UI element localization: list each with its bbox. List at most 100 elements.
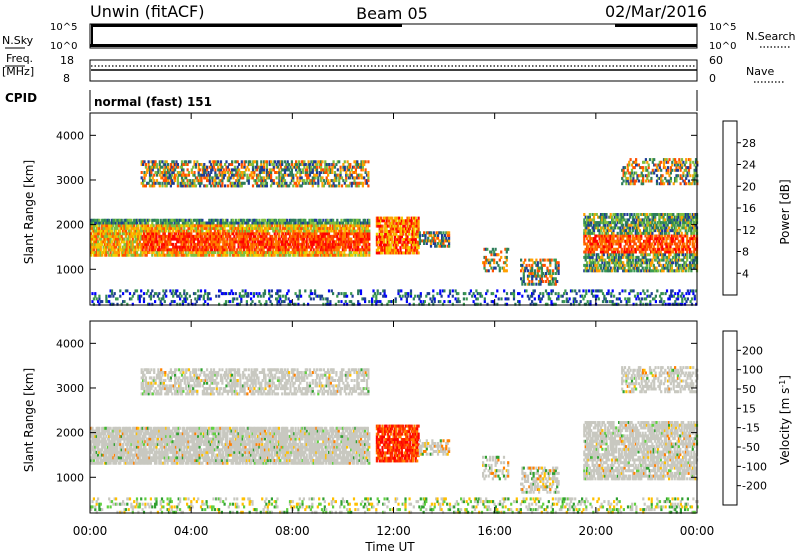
heatmap-cell [629, 255, 632, 259]
heatmap-cell [669, 253, 672, 257]
heatmap-cell [633, 239, 636, 243]
heatmap-cell [669, 239, 672, 243]
heatmap-cell [333, 240, 336, 244]
heatmap-cell [169, 184, 172, 188]
heatmap-cell [365, 173, 369, 177]
heatmap-cell [209, 224, 212, 228]
heatmap-cell [260, 168, 263, 172]
heatmap-cell [609, 221, 612, 225]
heatmap-cell [191, 248, 194, 252]
heatmap-cell [223, 240, 226, 244]
heatmap-cell [307, 221, 310, 225]
heatmap-cell [604, 218, 607, 222]
heatmap-cell [609, 223, 612, 227]
heatmap-cell [361, 248, 364, 252]
heatmap-cell [315, 253, 318, 257]
heatmap-cell [317, 179, 320, 183]
heatmap-cell [347, 242, 350, 246]
heatmap-cell [658, 215, 661, 219]
heatmap-cell [108, 245, 111, 249]
heatmap-cell [295, 184, 298, 188]
heatmap-cell [312, 234, 315, 238]
heatmap-cell [197, 181, 200, 185]
heatmap-cell [314, 181, 317, 185]
heatmap-cell [128, 251, 132, 254]
heatmap-cell [173, 218, 176, 222]
heatmap-cell [236, 251, 239, 254]
heatmap-cell [406, 230, 409, 233]
heatmap-cell [549, 263, 552, 267]
heatmap-cell [98, 224, 101, 228]
heatmap-cell [339, 165, 342, 169]
heatmap-cell [304, 229, 307, 233]
heatmap-cell [268, 251, 271, 254]
heatmap-cell [301, 251, 304, 254]
heatmap-cell [637, 255, 640, 259]
heatmap-cell [651, 215, 654, 219]
heatmap-cell [214, 176, 217, 180]
heatmap-cell [110, 218, 114, 222]
heatmap-cell [673, 231, 676, 235]
heatmap-cell [608, 237, 611, 241]
heatmap-cell [644, 250, 647, 254]
heatmap-cell [432, 236, 435, 240]
heatmap-cell [312, 251, 315, 254]
heatmap-cell [200, 179, 203, 183]
heatmap-cell [630, 223, 633, 227]
heatmap-cell [260, 171, 263, 174]
heatmap-cell [490, 253, 493, 257]
heatmap-cell [388, 243, 391, 247]
heatmap-cell [238, 237, 241, 241]
heatmap-cell [169, 229, 172, 233]
heatmap-cell [637, 213, 640, 216]
heatmap-cell [160, 245, 164, 249]
heatmap-cell [290, 245, 293, 249]
heatmap-cell [356, 163, 359, 166]
heatmap-cell [245, 221, 248, 225]
heatmap-cell [106, 226, 109, 230]
heatmap-cell [592, 223, 596, 227]
heatmap-cell [412, 221, 415, 225]
heatmap-cell [233, 168, 236, 172]
heatmap-cell [150, 165, 153, 169]
heatmap-cell [152, 248, 155, 252]
heatmap-cell [343, 240, 346, 244]
heatmap-cell [588, 237, 591, 241]
heatmap-cell [521, 266, 524, 270]
heatmap-cell [329, 245, 332, 249]
heatmap-cell [167, 251, 171, 254]
heatmap-cell [219, 184, 223, 188]
heatmap-cell [233, 226, 236, 230]
heatmap-cell [651, 231, 654, 235]
heatmap-cell [368, 237, 371, 241]
heatmap-cell [405, 221, 408, 225]
heatmap-cell [634, 255, 637, 259]
heatmap-cell [668, 255, 671, 259]
heatmap-cell [201, 253, 204, 257]
heatmap-cell [259, 229, 262, 233]
heatmap-cell [133, 248, 136, 252]
heatmap-cell [162, 218, 165, 222]
heatmap-cell [137, 242, 140, 246]
heatmap-cell [391, 248, 394, 252]
heatmap-cell [286, 229, 289, 233]
heatmap-cell [94, 251, 97, 254]
heatmap-cell [294, 232, 297, 236]
heatmap-cell [263, 242, 267, 246]
heatmap-cell [650, 229, 653, 233]
heatmap-cell [183, 163, 186, 166]
heatmap-cell [233, 245, 236, 249]
heatmap-cell [117, 237, 120, 241]
heatmap-cell [417, 240, 420, 244]
heatmap-cell [262, 224, 265, 228]
heatmap-cell [598, 245, 601, 249]
heatmap-cell [164, 165, 167, 169]
heatmap-cell [230, 240, 233, 244]
heatmap-cell [159, 226, 162, 230]
heatmap-cell [343, 218, 346, 222]
heatmap-cell [595, 226, 598, 230]
heatmap-cell [280, 218, 283, 222]
heatmap-cell [261, 184, 264, 188]
heatmap-cell [275, 221, 278, 225]
heatmap-cell [354, 251, 357, 254]
